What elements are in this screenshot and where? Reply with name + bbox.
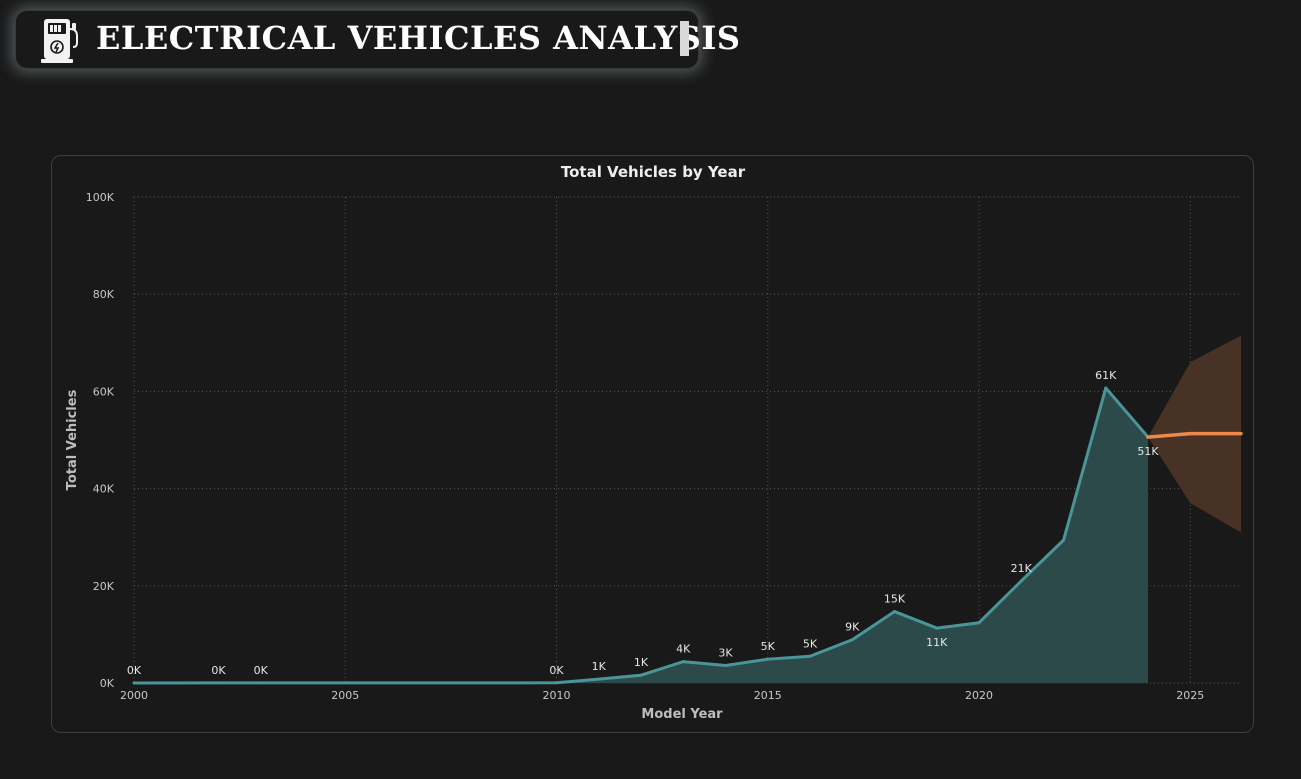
data-label: 21K xyxy=(1011,562,1033,575)
chart-card: Total Vehicles by Year 0K 20K 40K 60K 80K 100K… xyxy=(51,155,1254,733)
data-label: 11K xyxy=(926,636,948,649)
data-point xyxy=(259,681,263,685)
x-tick-label: 2020 xyxy=(965,689,993,702)
data-label: 5K xyxy=(761,640,776,653)
data-point xyxy=(639,673,643,677)
data-label: 9K xyxy=(845,621,860,634)
title-accent-bar xyxy=(680,21,689,56)
series-line xyxy=(133,386,1150,685)
x-tick-label: 2015 xyxy=(754,689,782,702)
x-tick-label: 2025 xyxy=(1176,689,1204,702)
chart-title: Total Vehicles by Year xyxy=(561,163,746,181)
data-label: 0K xyxy=(254,664,269,677)
page-title: ELECTRICAL VEHICLES ANALYSIS xyxy=(96,19,741,57)
data-point xyxy=(850,638,854,642)
data-label: 1K xyxy=(634,656,649,669)
data-point xyxy=(1062,538,1066,542)
data-point xyxy=(555,681,559,685)
data-label: 0K xyxy=(127,664,142,677)
data-point xyxy=(935,626,939,630)
title-banner: ELECTRICAL VEHICLES ANALYSIS xyxy=(15,10,740,69)
x-tick-label: 2010 xyxy=(543,689,571,702)
y-axis-label: Total Vehicles xyxy=(65,389,80,490)
data-point xyxy=(1104,386,1108,390)
y-tick-label: 80K xyxy=(93,288,115,301)
series-area-fill xyxy=(134,387,1149,683)
data-point xyxy=(681,660,685,664)
data-label: 1K xyxy=(592,660,607,673)
data-label: 5K xyxy=(803,637,818,650)
data-point xyxy=(724,664,728,668)
data-point xyxy=(808,654,812,658)
x-axis-label: Model Year xyxy=(641,707,723,722)
y-tick-label: 100K xyxy=(86,191,115,204)
y-tick-label: 40K xyxy=(93,483,115,496)
data-label: 0K xyxy=(549,664,564,677)
data-point xyxy=(597,677,601,681)
data-point xyxy=(893,610,897,614)
y-tick-label: 0K xyxy=(100,677,115,690)
data-label: 15K xyxy=(884,593,906,606)
data-label: 3K xyxy=(718,647,733,660)
x-tick-label: 2005 xyxy=(331,689,359,702)
x-tick-label: 2000 xyxy=(120,689,148,702)
data-point xyxy=(766,657,770,661)
forecast-line xyxy=(1146,431,1243,439)
data-point xyxy=(132,681,136,685)
data-label: 61K xyxy=(1095,369,1117,382)
data-point xyxy=(217,681,221,685)
data-label: 4K xyxy=(676,643,691,656)
data-point xyxy=(1019,579,1023,583)
y-tick-label: 60K xyxy=(93,385,115,398)
y-tick-label: 20K xyxy=(93,580,115,593)
total-vehicles-chart: Total Vehicles by Year 0K 20K 40K 60K 80K 100K… xyxy=(65,163,1243,722)
data-label: 0K xyxy=(211,664,226,677)
ev-charging-station-icon xyxy=(41,19,78,63)
data-label: 51K xyxy=(1137,445,1159,458)
data-point xyxy=(977,621,981,625)
